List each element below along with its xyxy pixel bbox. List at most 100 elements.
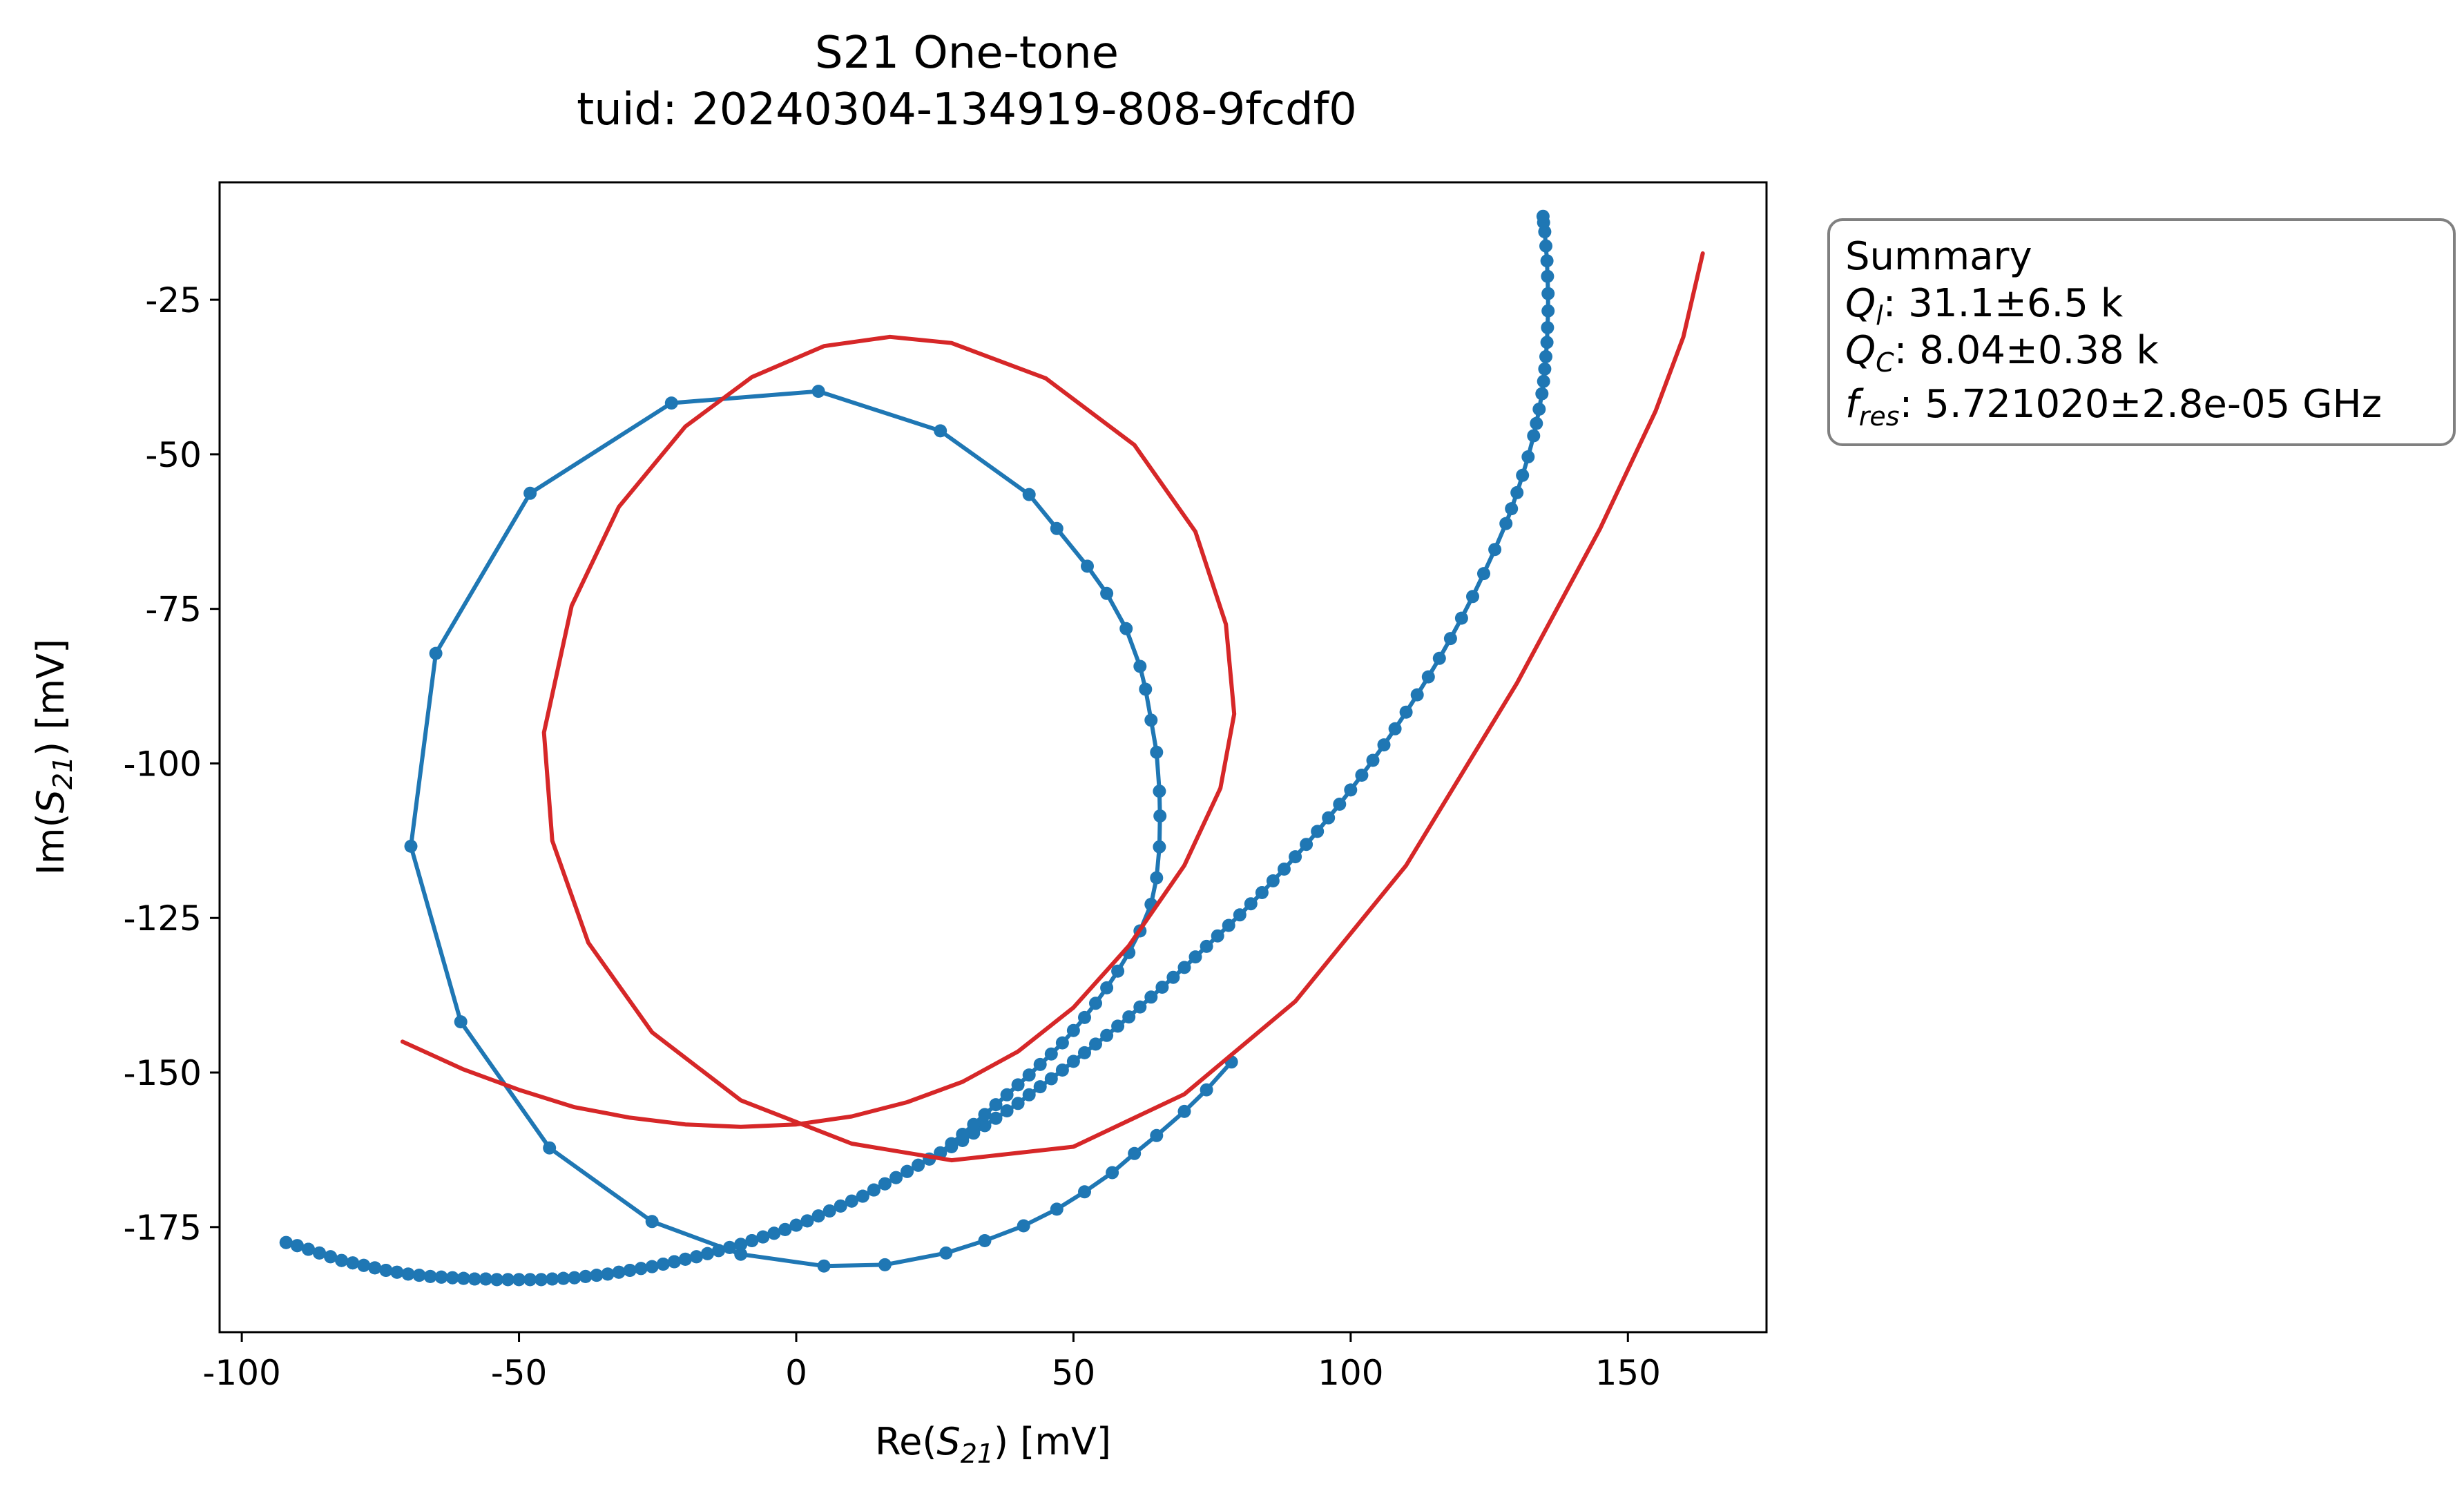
data-point [1266,874,1280,887]
data-point [978,1234,992,1247]
data-point [767,1227,781,1240]
summary-fres: fres: 5.721020±2.8e-05 GHz [1845,382,2382,432]
data-point [645,1260,659,1273]
data-point [468,1272,481,1286]
series-markers-1 [279,385,1238,1287]
data-point [1177,1104,1191,1118]
data-point [1540,336,1554,349]
data-point [678,1252,692,1266]
data-point [1166,970,1180,984]
data-point [1200,1083,1213,1097]
data-point [1022,488,1036,501]
data-point [1133,1000,1147,1014]
data-point [1322,811,1336,825]
data-point [745,1234,759,1247]
data-point [1510,485,1524,499]
data-point [1454,611,1468,625]
data-point [1539,349,1552,363]
data-point [1410,688,1424,702]
x-tick-label: -100 [202,1353,280,1393]
data-point [1535,387,1549,401]
data-point [1488,543,1502,557]
y-tick-label: -175 [124,1208,202,1248]
data-point [1532,403,1546,416]
data-point [1033,1057,1047,1071]
data-point [601,1267,615,1281]
data-point [1050,521,1063,535]
data-point [789,1218,803,1232]
data-point [1499,517,1513,530]
data-point [1222,918,1235,932]
data-point [1100,1028,1114,1042]
data-point [302,1242,315,1256]
data-point [1466,590,1479,604]
data-point [811,385,825,398]
data-point [612,1265,626,1279]
data-point [1477,567,1490,581]
axes: -100 -50 0 50 100 150 -25 -50 -75 -100 -125 -150 -17… [124,280,1661,1393]
data-point [1541,269,1555,283]
summary-box: Summary Ql: 31.1±6.5 k QC: 8.04±0.38 k f… [1827,218,2456,446]
data-point [1011,1097,1025,1110]
data-point [1541,287,1555,300]
data-point [1311,825,1325,838]
data-point [1111,964,1125,978]
data-point [656,1258,670,1271]
data-point [1344,783,1358,797]
data-point [1300,838,1313,852]
data-point [1388,722,1402,735]
data-point [634,1262,648,1276]
data-point [1150,1128,1164,1142]
data-point [1144,713,1158,727]
data-point [1066,1023,1080,1037]
data-point [404,839,418,853]
data-point [723,1240,737,1254]
data-point [429,646,443,660]
data-point [734,1238,748,1251]
data-point [579,1269,593,1283]
data-point [934,424,947,438]
data-point [313,1246,326,1260]
data-point [1153,809,1167,823]
data-point [543,1141,557,1155]
data-point [523,1273,537,1287]
x-axis-label: Re(S21) [mV] [875,1420,1111,1469]
data-point [878,1258,892,1271]
data-point [445,1271,459,1285]
data-point [1050,1202,1063,1216]
data-point [390,1265,404,1279]
data-point [756,1230,770,1244]
y-axis-label: Im(S21) [mV] [29,639,78,875]
data-point [1144,990,1158,1004]
data-point [434,1270,448,1284]
data-point [901,1164,914,1178]
data-point [967,1117,981,1131]
data-point [1078,1046,1091,1059]
data-point [1128,1146,1142,1160]
data-point [1100,981,1114,994]
data-point [978,1119,992,1133]
data-point [1377,738,1391,752]
data-point [1541,304,1555,318]
data-point [1066,1055,1080,1068]
plot-frame [218,181,1768,1334]
y-tick-label: -125 [124,898,202,939]
data-point [1106,1166,1119,1180]
summary-box-frame [1827,218,2456,446]
data-point [412,1269,426,1282]
data-point [978,1108,992,1122]
data-point [1044,1072,1058,1086]
data-point [1537,374,1550,388]
data-point [1530,416,1543,430]
data-point [512,1273,526,1287]
data-point [1022,1088,1036,1102]
summary-ql: Ql: 31.1±6.5 k [1845,281,2124,331]
data-point [546,1272,559,1286]
data-point [368,1261,382,1275]
chart-subtitle: tuid: 20240304-134919-808-9fcdf0 [577,84,1357,135]
data-point [1153,785,1166,798]
data-point [357,1258,371,1272]
data-point [1527,429,1541,443]
data-point [1119,622,1133,635]
